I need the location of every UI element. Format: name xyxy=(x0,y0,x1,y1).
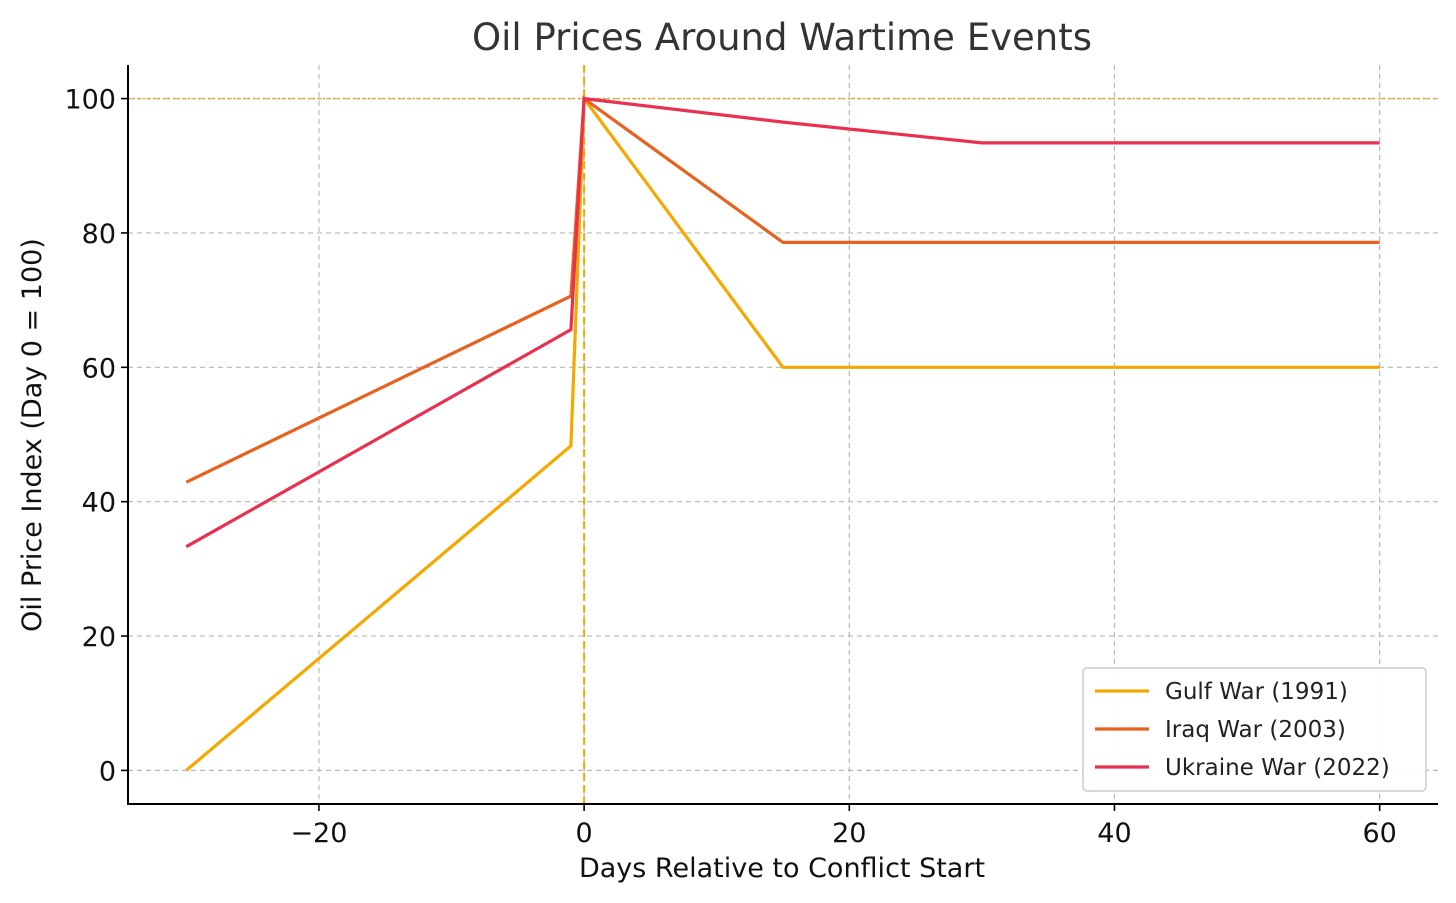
legend-label-1: Iraq War (2003) xyxy=(1165,717,1346,743)
x-tick-label-3: 40 xyxy=(1097,818,1131,849)
reference-lines xyxy=(128,65,1438,804)
y-tick-label-2: 40 xyxy=(82,488,116,519)
x-tick-label-4: 60 xyxy=(1362,818,1396,849)
x-tick-label-0: −20 xyxy=(290,818,347,849)
y-axis-label: Oil Price Index (Day 0 = 100) xyxy=(17,238,48,632)
legend-label-0: Gulf War (1991) xyxy=(1165,679,1348,705)
series-line-0 xyxy=(185,93,1380,772)
series-line-2 xyxy=(185,96,1380,549)
y-tick-label-0: 0 xyxy=(99,756,116,787)
series-lines xyxy=(185,93,1380,772)
y-tick-label-1: 20 xyxy=(82,622,116,653)
legend: Gulf War (1991) Iraq War (2003) Ukraine Wa… xyxy=(1082,667,1427,792)
legend-box xyxy=(1082,667,1427,792)
y-tick-label-5: 100 xyxy=(64,85,116,116)
chart-title: Oil Prices Around Wartime Events xyxy=(472,16,1092,59)
y-tick-label-3: 60 xyxy=(82,353,116,384)
legend-label-2: Ukraine War (2022) xyxy=(1165,755,1390,781)
y-tick-label-4: 80 xyxy=(82,219,116,250)
ticks: −20 0 20 40 60 0 20 40 60 80 100 xyxy=(64,85,1396,849)
x-axis-label: Days Relative to Conflict Start xyxy=(579,853,985,884)
axes xyxy=(127,65,1438,805)
series-line-1 xyxy=(185,95,1380,484)
x-tick-label-1: 0 xyxy=(576,818,593,849)
x-tick-label-2: 20 xyxy=(832,818,866,849)
